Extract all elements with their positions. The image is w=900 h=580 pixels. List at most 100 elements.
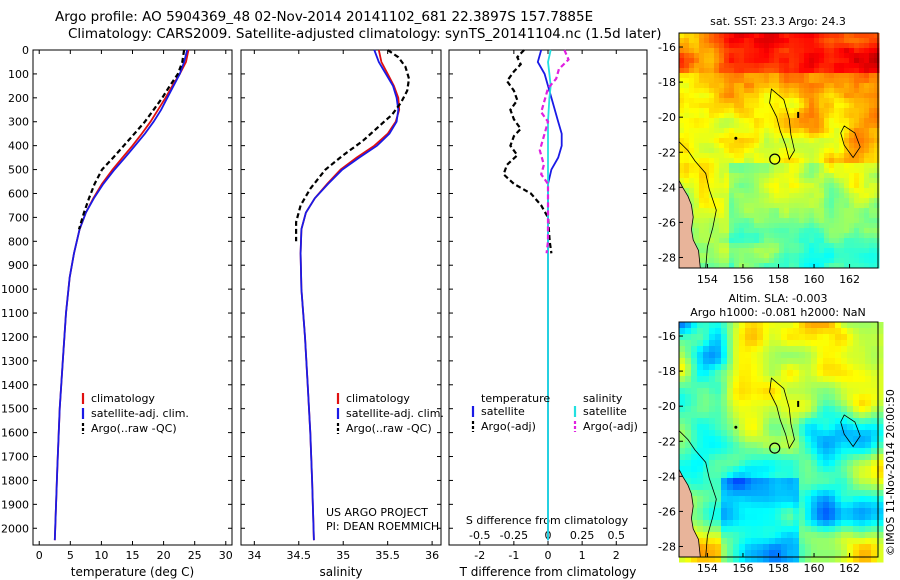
sla_map-cell (835, 442, 842, 449)
sla_map-cell (799, 496, 806, 503)
sla_map-cell (769, 556, 776, 563)
sla_map-cell (733, 526, 740, 533)
sst_map-cell (869, 148, 875, 154)
sst_map-cell (799, 58, 805, 64)
sst_map-cell (814, 83, 820, 89)
sst_map-cell (784, 33, 790, 39)
sst_map-cell (829, 58, 835, 64)
sla_map-cell (835, 472, 842, 479)
sst_map-cell (729, 63, 735, 69)
sst_map-cell (724, 108, 730, 114)
sla_map-cell (727, 376, 734, 383)
sla_map-cell (853, 544, 860, 551)
sst_map-cell (849, 138, 855, 144)
sst_map-cell (754, 188, 760, 194)
sla_map-cell (805, 334, 812, 341)
sst_map-cell (829, 33, 835, 39)
sla_map-cell (829, 472, 836, 479)
sst_map-ytick-label: -18 (658, 76, 676, 89)
sla_map-cell (859, 358, 866, 365)
sla_map-cell (727, 472, 734, 479)
sst_map-cell (699, 138, 705, 144)
sst_map-cell (774, 138, 780, 144)
sst_map-cell (814, 63, 820, 69)
sst_map-cell (829, 108, 835, 114)
sst_map-cell (749, 103, 755, 109)
sst_map-cell (709, 53, 715, 59)
sst_map-cell (719, 208, 725, 214)
sla_map-cell (859, 346, 866, 353)
sst_map-cell (714, 188, 720, 194)
sla_map-ytick-label: -26 (658, 505, 676, 518)
sla_map-cell (781, 472, 788, 479)
sst_map-cell (784, 238, 790, 244)
sst_map-cell (864, 218, 870, 224)
sst_map-cell (784, 183, 790, 189)
sla_map-cell (865, 424, 872, 431)
sst_map-cell (724, 53, 730, 59)
sst_map-ytick-label: -20 (658, 111, 676, 124)
sla_map-cell (709, 364, 716, 371)
sst_map-cell (704, 208, 710, 214)
sla_map-cell (697, 394, 704, 401)
sst_map-cell (829, 193, 835, 199)
sst_map-cell (719, 153, 725, 159)
sst_map-cell (839, 163, 845, 169)
sla_map-cell (697, 364, 704, 371)
sst_map-cell (724, 158, 730, 164)
salinity-xtick-label: 36 (425, 549, 439, 562)
sla_map-cell (811, 376, 818, 383)
sla_map-cell (721, 490, 728, 497)
sla_map-cell (811, 454, 818, 461)
sst_map-cell (764, 253, 770, 259)
sst_map-cell (734, 133, 740, 139)
sst_map-cell (739, 143, 745, 149)
sst_map-cell (799, 103, 805, 109)
sst_map-cell (849, 208, 855, 214)
sst_map-cell (704, 218, 710, 224)
sla_map-cell (811, 328, 818, 335)
sst_map-cell (724, 223, 730, 229)
sla_map-cell (793, 556, 800, 563)
sla_map-cell (877, 526, 884, 533)
sst_map-cell (799, 193, 805, 199)
sst_map-cell (869, 253, 875, 259)
sst_map-cell (824, 233, 830, 239)
sst_map-cell (704, 183, 710, 189)
sla_map-cell (763, 328, 770, 335)
sst_map-cell (849, 243, 855, 249)
sla_map-cell (865, 526, 872, 533)
sst_map-cell (734, 93, 740, 99)
sla_map-cell (787, 556, 794, 563)
sst_map-cell (779, 168, 785, 174)
sla_map-cell (703, 424, 710, 431)
sst_map-cell (694, 243, 700, 249)
sla_map-cell (751, 496, 758, 503)
sla_map-cell (823, 490, 830, 497)
sst_map-cell (844, 133, 850, 139)
sst_map-cell (819, 118, 825, 124)
temperature-xtick-label: 0 (36, 549, 43, 562)
sst_map-cell (729, 48, 735, 54)
sst_map-cell (779, 213, 785, 219)
sst_map-cell (874, 123, 880, 129)
sla_map-cell (763, 370, 770, 377)
sla_map-cell (745, 334, 752, 341)
sst_map-cell (714, 248, 720, 254)
sst_map-cell (814, 148, 820, 154)
sla_map-cell (733, 346, 740, 353)
sla_map-cell (697, 352, 704, 359)
sst_map-cell (744, 138, 750, 144)
sla_map-cell (769, 442, 776, 449)
sst_map-cell (859, 123, 865, 129)
sla_map-cell (721, 460, 728, 467)
sla_map-cell (715, 556, 722, 563)
sst_map-cell (769, 188, 775, 194)
sst_map-cell (814, 248, 820, 254)
sst_map-cell (824, 43, 830, 49)
sla_map-cell (709, 502, 716, 509)
sla_map-cell (679, 394, 686, 401)
sla_map-cell (799, 376, 806, 383)
sla_map-cell (793, 364, 800, 371)
sst_map-cell (779, 173, 785, 179)
